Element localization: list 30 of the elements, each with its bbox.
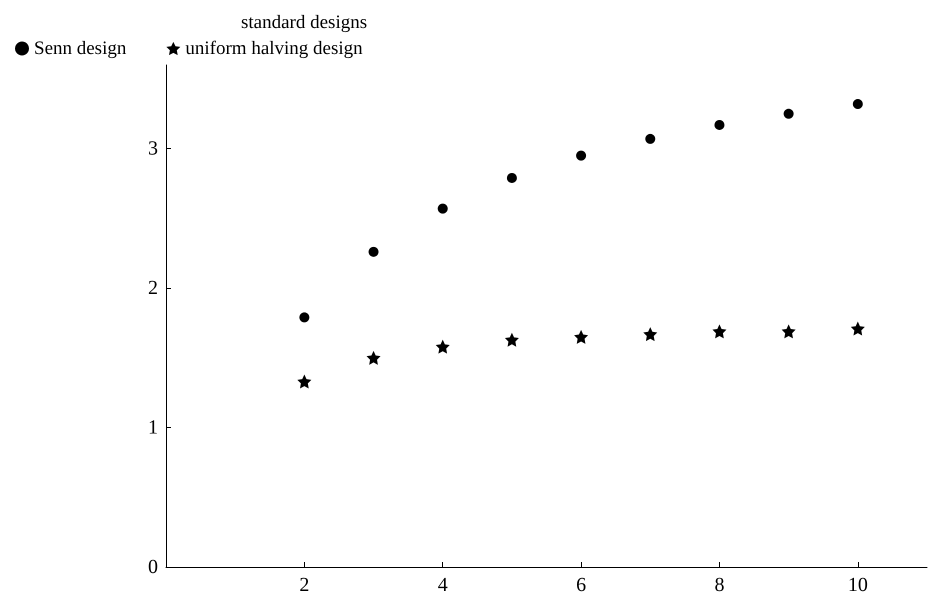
point: [782, 324, 796, 338]
point: [438, 204, 448, 214]
y-tick-label: 0: [148, 556, 158, 578]
legend-label: Senn design: [34, 38, 127, 59]
y-tick-label: 1: [148, 416, 158, 439]
point: [712, 324, 726, 338]
point: [368, 246, 379, 257]
point: [366, 350, 381, 365]
legend-label: uniform halving design: [185, 38, 364, 59]
point: [850, 322, 865, 336]
point: [299, 312, 310, 322]
y-tick-label: 3: [148, 138, 158, 160]
point: [643, 327, 658, 342]
point: [714, 120, 724, 130]
x-tick-label: 4: [438, 574, 448, 596]
point: [436, 340, 450, 354]
point: [576, 150, 586, 161]
x-tick-label: 2: [299, 574, 310, 596]
point: [574, 330, 588, 344]
point: [852, 99, 863, 110]
point: [506, 172, 517, 183]
point: [784, 108, 794, 119]
legend-title: standard designs: [241, 12, 368, 33]
y-tick-label: 2: [148, 277, 158, 300]
point: [645, 134, 656, 144]
point: [504, 332, 519, 347]
point: [297, 374, 312, 389]
x-tick-label: 8: [714, 574, 724, 596]
x-tick-label: 10: [848, 574, 868, 596]
x-tick-label: 6: [576, 574, 586, 596]
